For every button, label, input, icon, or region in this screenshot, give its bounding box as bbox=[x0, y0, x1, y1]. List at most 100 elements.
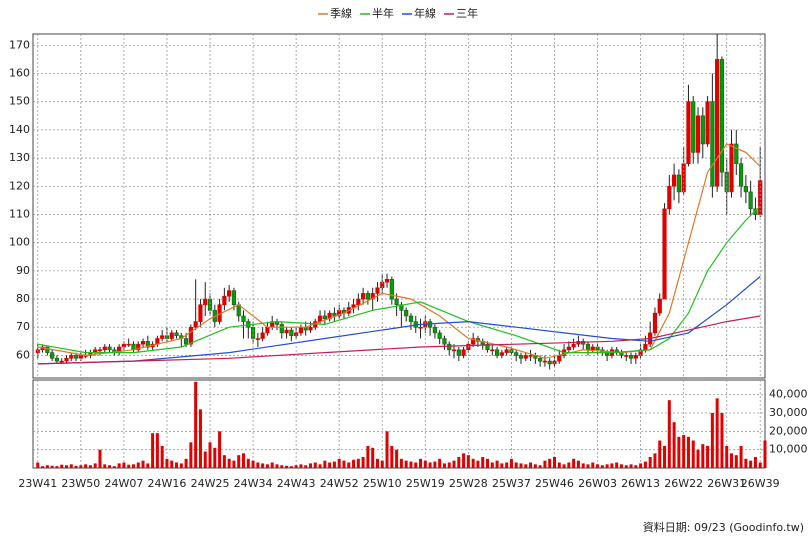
volume-bar bbox=[280, 465, 284, 468]
candle-body bbox=[69, 355, 74, 359]
volume-bar bbox=[160, 446, 164, 468]
volume-bar bbox=[519, 463, 523, 468]
candle-body bbox=[298, 326, 304, 334]
volume-bar bbox=[758, 462, 762, 468]
ma-line bbox=[37, 205, 761, 354]
candle-body bbox=[97, 349, 103, 352]
candle-body bbox=[461, 349, 466, 356]
volume-bar bbox=[371, 447, 375, 468]
candle-body bbox=[499, 352, 504, 356]
candle-body bbox=[73, 355, 79, 359]
x-tick-label: 26W03 bbox=[578, 477, 617, 490]
candle-body bbox=[136, 343, 141, 351]
volume-bar bbox=[318, 464, 322, 468]
volume-bar bbox=[146, 463, 150, 468]
volume-bar bbox=[151, 433, 155, 468]
candle-body bbox=[671, 174, 677, 187]
volume-bar bbox=[538, 465, 542, 468]
legend-label: 季線 bbox=[330, 6, 352, 20]
x-tick-label: 24W25 bbox=[191, 477, 230, 490]
candle-body bbox=[207, 298, 213, 311]
volume-bar bbox=[490, 462, 494, 468]
x-tick-label: 26W31 bbox=[707, 477, 746, 490]
volume-bar bbox=[93, 463, 97, 468]
x-tick-label: 26W22 bbox=[664, 477, 703, 490]
volume-bar bbox=[701, 444, 705, 468]
volume-bar bbox=[213, 447, 217, 468]
candle-body bbox=[504, 349, 509, 353]
volume-bar bbox=[706, 446, 710, 468]
candle-body bbox=[447, 343, 452, 351]
candle-body bbox=[260, 332, 265, 339]
candle-body bbox=[695, 115, 701, 153]
candle-body bbox=[198, 304, 203, 322]
volume-bar bbox=[289, 466, 293, 468]
volume-bar bbox=[529, 462, 533, 468]
volume-bar bbox=[246, 458, 250, 468]
y-tick-label: 10,000 bbox=[769, 443, 808, 456]
volume-bar bbox=[194, 381, 198, 468]
volume-bar bbox=[457, 457, 461, 468]
volume-bar bbox=[572, 458, 576, 468]
ma-line bbox=[37, 143, 761, 359]
volume-bar bbox=[423, 460, 427, 468]
candle-body bbox=[64, 357, 69, 362]
legend-label: 半年 bbox=[372, 6, 394, 20]
y-tick-label: 140 bbox=[9, 123, 30, 136]
candle-body bbox=[231, 290, 237, 305]
volume-bar bbox=[60, 464, 64, 468]
volume-bar bbox=[69, 464, 73, 468]
legend-label: 三年 bbox=[456, 6, 478, 20]
volume-bar bbox=[505, 462, 509, 468]
volume-bar bbox=[663, 446, 667, 468]
volume-bar bbox=[141, 460, 145, 468]
candle-body bbox=[394, 298, 399, 305]
volume-bar bbox=[208, 442, 212, 468]
volume-bar bbox=[375, 458, 379, 468]
candle-body bbox=[203, 298, 208, 305]
candle-body bbox=[317, 315, 323, 322]
y-tick-label: 90 bbox=[16, 264, 30, 277]
candle-body bbox=[169, 332, 174, 339]
volume-bar bbox=[500, 463, 504, 468]
candle-body bbox=[437, 332, 442, 339]
candle-body bbox=[686, 101, 691, 165]
candle-body bbox=[284, 329, 289, 334]
volume-bar bbox=[409, 461, 413, 468]
candle-body bbox=[456, 349, 461, 356]
volume-bar bbox=[653, 453, 657, 468]
candle-body bbox=[227, 290, 232, 297]
candle-body bbox=[361, 293, 366, 300]
volume-bar bbox=[648, 457, 652, 468]
volume-bar bbox=[744, 458, 748, 468]
volume-bar bbox=[428, 462, 432, 468]
volume-bar bbox=[725, 446, 729, 468]
x-tick-label: 25W46 bbox=[535, 477, 574, 490]
candle-body bbox=[494, 349, 500, 356]
volume-bar bbox=[672, 422, 676, 468]
volume-bar bbox=[127, 464, 131, 468]
candle-body bbox=[700, 115, 705, 145]
candle-body bbox=[50, 352, 55, 359]
volume-bar bbox=[232, 460, 236, 468]
volume-bar bbox=[710, 413, 714, 468]
candle-body bbox=[557, 355, 562, 362]
x-tick-label: 23W41 bbox=[18, 477, 57, 490]
y-tick-label: 150 bbox=[9, 95, 30, 108]
candle-body bbox=[571, 343, 576, 348]
legend: 季線 半年 年線 三年 bbox=[318, 6, 478, 20]
volume-bar bbox=[658, 440, 662, 468]
candle-body bbox=[719, 59, 725, 173]
volume-bar bbox=[385, 431, 389, 468]
candle-body bbox=[102, 346, 107, 351]
x-tick-label: 25W37 bbox=[492, 477, 531, 490]
volume-bar bbox=[591, 462, 595, 468]
volume-bar bbox=[356, 458, 360, 468]
volume-bar bbox=[414, 462, 418, 468]
volume-bar bbox=[352, 459, 356, 468]
ma-line bbox=[37, 315, 761, 365]
volume-bar bbox=[55, 466, 59, 468]
x-tick-label: 24W43 bbox=[277, 477, 316, 490]
y-tick-label: 80 bbox=[16, 292, 30, 305]
candle-body bbox=[183, 338, 189, 345]
